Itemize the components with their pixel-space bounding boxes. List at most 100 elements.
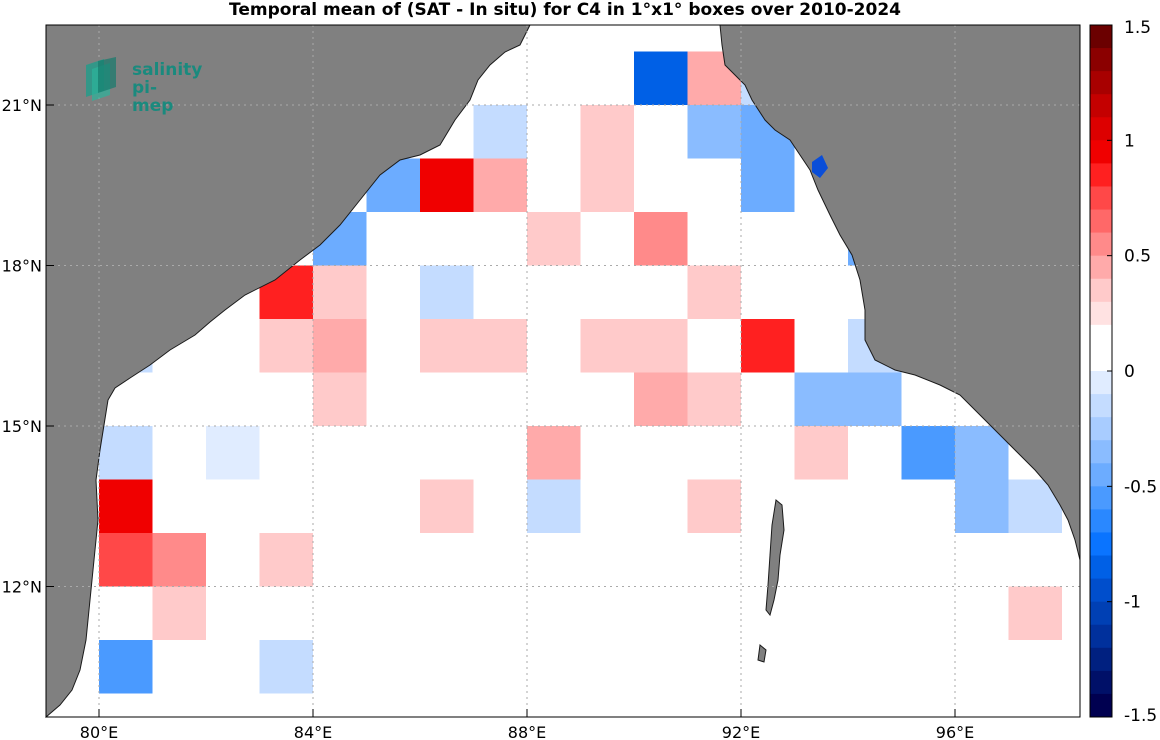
data-cell [313,533,367,587]
data-cell [1008,586,1062,640]
data-cell [420,319,474,373]
colorbar-segment [1090,463,1112,487]
x-tick-label: 80°E [80,723,118,740]
data-cell [420,586,474,640]
data-cell [366,586,420,640]
colorbar: 1.5 1 0.5 0 -0.5 -1 -1.5 [1089,18,1157,726]
data-cell [687,265,741,319]
data-cell [313,372,367,426]
data-cell [634,426,688,480]
data-cell [99,479,153,533]
data-cell [366,426,420,480]
colorbar-segment [1090,670,1112,695]
data-cell [580,158,634,212]
data-cell [420,265,474,319]
data-cell [687,426,741,480]
data-cell [687,105,741,159]
data-cell [259,640,313,694]
colorbar-segment [1090,486,1112,510]
colorbar-segment [1090,278,1112,303]
y-tick-label: 15°N [2,417,42,436]
colorbar-tick-label: 1 [1124,131,1135,151]
colorbar-segment [1090,94,1112,118]
colorbar-segment [1090,71,1112,95]
india-landmass [45,24,531,719]
data-cell [313,426,367,480]
data-cell [473,212,527,266]
colorbar-tick-label: 1.5 [1124,18,1151,38]
data-cell [420,372,474,426]
data-cell [687,479,741,533]
colorbar-tick-label: -0.5 [1124,477,1157,497]
colorbar-segment [1090,532,1112,557]
data-cell [152,586,206,640]
colorbar-segment [1090,186,1112,211]
y-tick-label: 21°N [2,96,42,115]
logo-icon [86,57,116,101]
data-cell [527,479,581,533]
data-cell [420,479,474,533]
data-cell [473,265,527,319]
data-cell [580,51,634,105]
data-cell [99,640,153,694]
data-cell [901,426,955,480]
colorbar-segment [1090,417,1112,441]
colorbar-segment [1090,232,1112,257]
colorbar-segment [1090,601,1112,626]
myanmar-landmass [719,24,1081,561]
colorbar-tick-label: 0 [1124,362,1135,382]
colorbar-segment [1090,371,1112,395]
data-cell [527,426,581,480]
colorbar-segment [1090,624,1112,649]
y-tick-label: 12°N [2,578,42,597]
colorbar-tick-label: -1.5 [1124,706,1157,726]
x-tick-label: 96°E [936,723,974,740]
data-cell [741,319,795,373]
data-cell [527,372,581,426]
data-cell [99,426,153,480]
data-cell [741,533,795,587]
colorbar-segment [1090,25,1112,49]
data-cell [580,319,634,373]
data-cell [848,372,902,426]
salinity-pimep-logo: salinity pi-mep [82,57,202,115]
data-cell [634,212,688,266]
data-cell [580,426,634,480]
data-cell [313,319,367,373]
data-cell [259,319,313,373]
data-cell [901,479,955,533]
gridlines [46,25,1080,717]
data-cell [473,158,527,212]
colorbar-segment [1090,324,1112,349]
data-cell [152,533,206,587]
data-cell [687,372,741,426]
data-cell [420,158,474,212]
data-cell [634,319,688,373]
data-cell [634,533,688,587]
data-cell [99,533,153,587]
land-masses [45,24,1081,719]
data-cell [473,319,527,373]
data-cell [206,640,260,694]
axis-ticks: 80°E 84°E 88°E 92°E 96°E 21°N 18°N 15°N 12°N [2,96,975,740]
colorbar-segment [1090,394,1112,418]
data-cell [473,586,527,640]
colorbar-segment [1090,209,1112,234]
data-cell [527,212,581,266]
colorbar-segment [1090,647,1112,672]
colorbar-segment [1090,693,1112,718]
data-cell [259,533,313,587]
data-cell [313,640,367,694]
colorbar-segment [1090,578,1112,603]
colorbar-tick-label: 0.5 [1124,247,1151,267]
x-tick-label: 92°E [722,723,760,740]
data-cell [794,533,848,587]
plot-frame [45,24,1081,718]
data-cell [206,426,260,480]
colorbar-segment [1090,440,1112,464]
data-cell [313,265,367,319]
data-cell [955,479,1009,533]
data-cell [473,105,527,159]
data-cell [420,640,474,694]
